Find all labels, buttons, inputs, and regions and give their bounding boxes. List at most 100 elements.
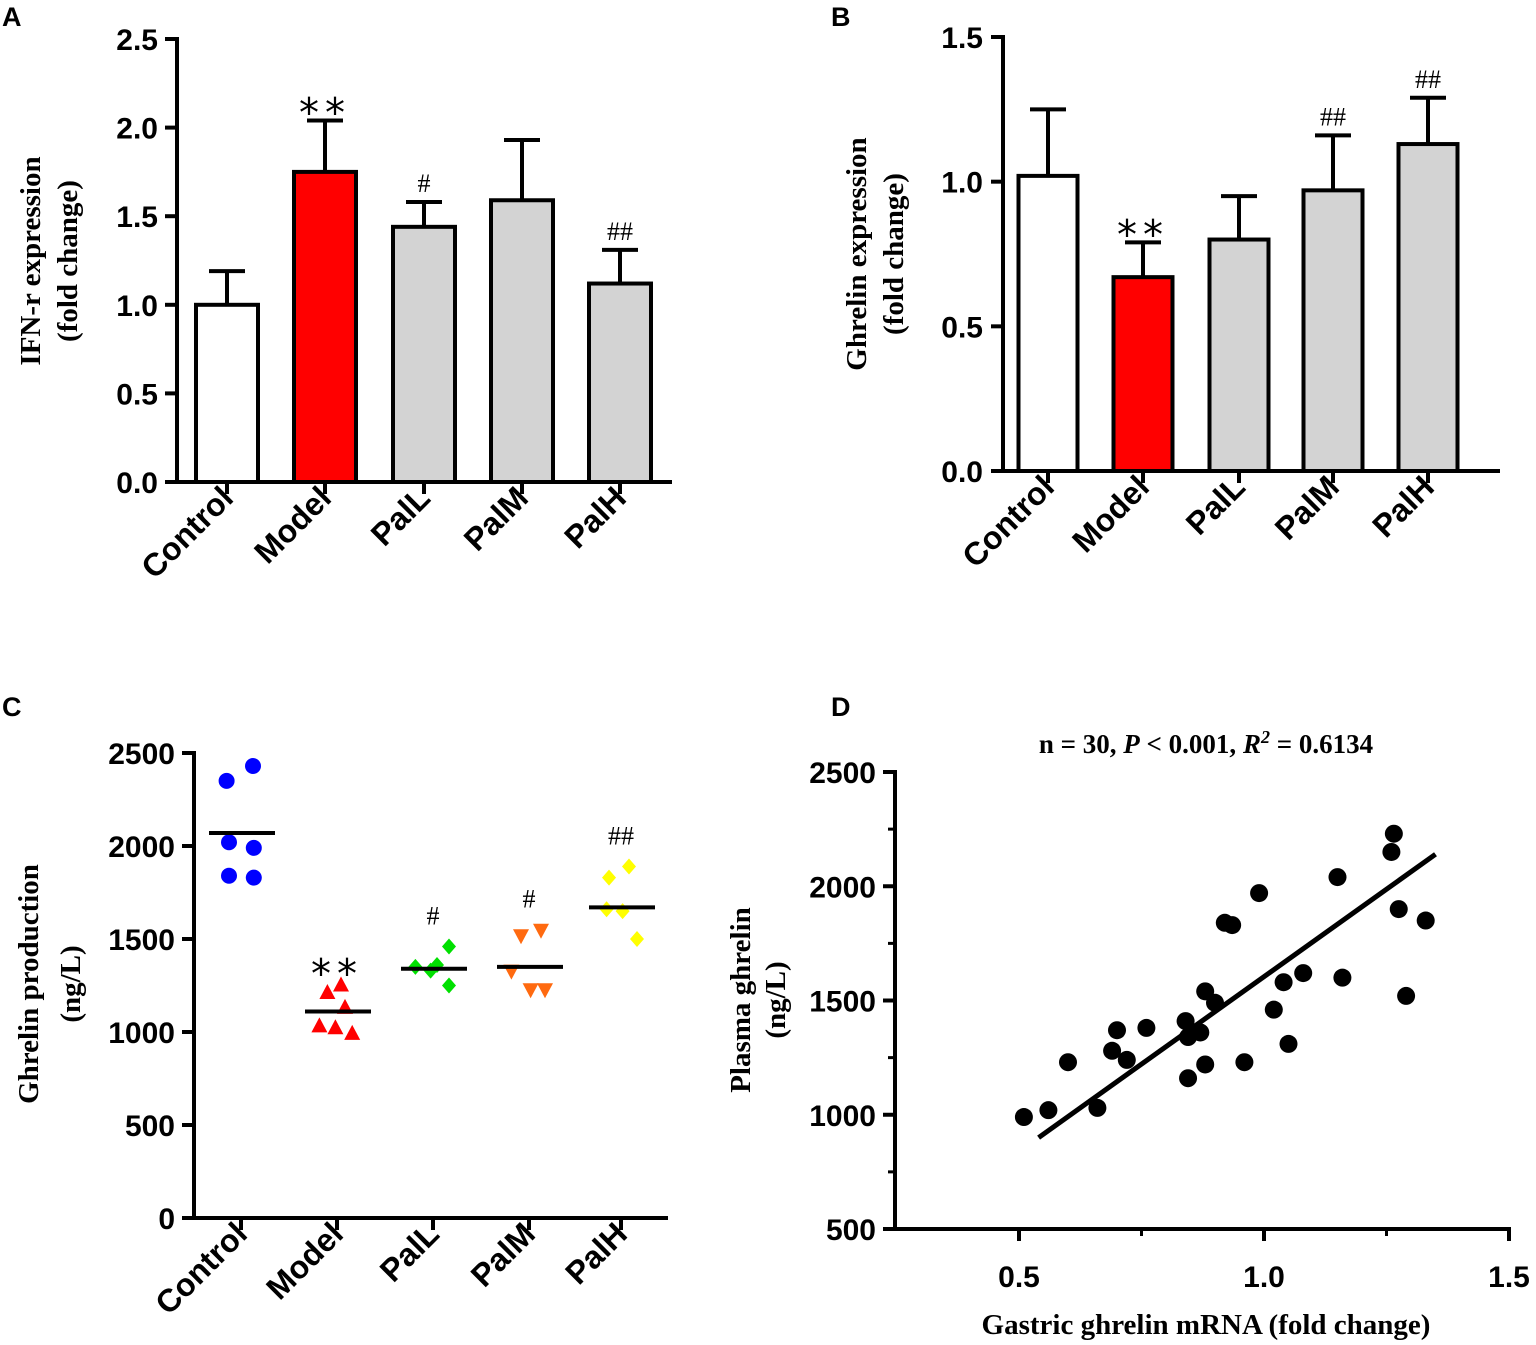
panel-c-significance-label: ** [311,952,363,998]
panel-a-ytick-label: 2.0 [116,113,158,146]
panel-d-point [1223,916,1242,935]
panel-c-point [311,1017,328,1033]
panel-c-point [344,1024,361,1040]
panel-a-ylabel-line1: IFN-r expression [15,156,47,365]
panel-c-point [522,983,539,999]
panel-d-ytick-label: 2500 [809,757,876,790]
panel-c-point [218,772,235,789]
panel-a-ylabel-line2: (fold change) [52,180,84,342]
panel-c-significance-label: # [523,885,536,914]
panel-c-point [602,869,616,886]
panel-d-point [1328,868,1347,887]
panel-d-point [1103,1041,1122,1060]
panel-c-ytick-label: 1500 [108,924,175,957]
panel-d-point [1059,1053,1077,1072]
panel-c-ytick-label: 2000 [108,831,175,864]
panel-c-label: C [2,692,22,722]
panel-c-point [245,839,262,856]
panel-d-ylabel-line1: Plasma ghrelin [725,907,757,1093]
panel-d-point [1088,1098,1107,1117]
panel-d-point [1274,973,1293,992]
panel-d-point [1382,842,1401,861]
panel-a-bar-pall [391,224,457,484]
panel-a-bar-palm [489,198,555,484]
panel-d-point [1264,1000,1283,1019]
panel-d-point [1196,1055,1215,1074]
panel-c-significance-label: # [427,901,440,930]
panel-d-xtick-label: 1.5 [1488,1261,1530,1294]
panel-b-significance-label: ** [1117,212,1169,258]
panel-b-bar-model [1111,275,1175,473]
panel-c-point [333,976,349,992]
panel-c-point [442,977,456,994]
panel-c-ylabel-line1: Ghrelin production [13,864,45,1104]
panel-d-fit-line [1037,852,1437,1140]
panel-d-ytick-label: 1500 [809,986,876,1019]
panel-d-point [1108,1021,1126,1040]
panel-c-point [537,983,553,999]
panel-d-point [1333,968,1352,987]
panel-d-label: D [831,692,851,722]
panel-b-ylabel-line2: (fold change) [878,173,910,335]
panel-c-ytick-label: 2500 [108,738,175,771]
panel-d-stats-title: n = 30, P < 0.001, R2 = 0.6134 [1039,727,1373,759]
panel-d-point [1176,1012,1195,1031]
panel-b-label: B [831,2,851,32]
panel-c-point [442,938,456,955]
panel-b-bar-palh [1396,142,1460,473]
panel-d-point [1389,900,1408,919]
panel-d-ylabel-line2: (ng/L) [760,961,792,1038]
panel-d-point [1039,1101,1058,1120]
panel-c-point [221,867,237,884]
panel-b-ytick-label: 0.0 [941,456,983,489]
panel-a-ytick-label: 1.0 [116,290,158,323]
panel-d-point [1416,911,1435,930]
panel-d-point [1294,964,1313,983]
panel-a-bar-model [292,169,358,484]
panel-b-bar-palm [1301,188,1365,473]
panel-b-bar-pall [1207,237,1271,473]
panel-b-category-label: Model [1065,468,1156,559]
panel-b-bar-control [1016,173,1080,473]
panel-b-ytick-label: 1.5 [941,22,983,55]
panel-c-ylabel-line2: (ng/L) [55,945,87,1022]
panel-c-point [319,983,336,999]
panel-a-category-label: Model [247,479,338,570]
panel-d-point [1117,1050,1136,1069]
panel-d-point [1250,884,1269,903]
panel-c-ytick-label: 0 [158,1203,175,1236]
panel-a-significance-label: ** [299,91,351,137]
panel-d-point [1397,986,1416,1005]
panel-a-significance-label: ## [607,217,633,246]
panel-a-label: A [2,2,22,32]
panel-b-significance-label: ## [1415,65,1441,94]
panel-c-point [245,758,261,775]
panel-c-point [630,931,644,947]
panel-a-ytick-label: 2.5 [116,24,158,57]
panel-d-point [1014,1108,1033,1127]
panel-a-ytick-label: 0.5 [116,378,158,411]
panel-a-bar-palh [587,281,653,485]
panel-c-point [245,869,262,886]
panel-c-category-label: Model [259,1215,350,1306]
panel-b-ytick-label: 0.5 [941,311,983,344]
panel-c-point [513,929,529,945]
panel-c-point [533,923,549,939]
panel-b-significance-label: ## [1320,102,1346,131]
panel-b-ylabel-line1: Ghrelin expression [841,137,873,370]
panel-c-point [622,858,636,875]
panel-d-point [1235,1053,1254,1072]
panel-c-point [327,1019,344,1035]
panel-d-xtick-label: 0.5 [998,1261,1040,1294]
panel-d-ytick-label: 2000 [809,871,876,904]
panel-d-ytick-label: 1000 [809,1100,876,1133]
panel-d-point [1137,1018,1156,1037]
panel-a-ytick-label: 0.0 [116,467,158,500]
panel-d-point [1179,1069,1198,1088]
panel-d-point [1279,1034,1298,1053]
panel-c-ytick-label: 500 [125,1110,175,1143]
panel-c-significance-label: ## [608,821,634,850]
panel-c-ytick-label: 1000 [108,1017,175,1050]
panel-d-point [1384,824,1403,843]
